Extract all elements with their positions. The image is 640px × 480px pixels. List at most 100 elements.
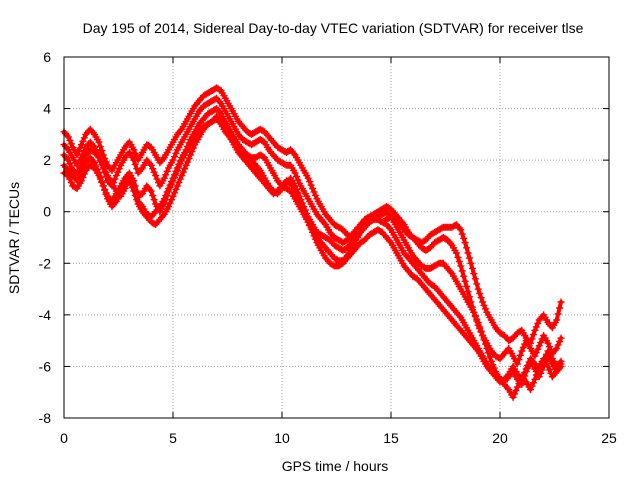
x-tick-label: 15 [383, 430, 399, 446]
data-point-marker [463, 244, 471, 252]
data-point-marker [176, 157, 184, 165]
data-point-marker [455, 258, 463, 266]
data-point-marker [513, 360, 521, 368]
data-point-marker [64, 133, 72, 141]
data-point-marker [95, 169, 103, 177]
data-point-marker [91, 159, 98, 167]
chart-title: Day 195 of 2014, Sidereal Day-to-day VTE… [83, 20, 584, 36]
data-point-marker [309, 228, 316, 236]
data-point-marker [307, 181, 315, 189]
x-tick-label: 10 [274, 430, 290, 446]
data-point-marker [531, 375, 539, 383]
data-point-marker [470, 270, 478, 278]
data-point-marker [128, 184, 136, 192]
data-point-marker [149, 191, 157, 199]
data-point-marker [532, 323, 540, 331]
data-point-marker [557, 334, 565, 342]
data-point-marker [178, 172, 186, 180]
data-point-marker [529, 331, 537, 339]
data-point-marker [98, 178, 106, 186]
data-point-marker [554, 341, 562, 349]
data-point-marker [534, 345, 542, 353]
data-point-marker [98, 158, 106, 166]
data-point-marker [553, 344, 561, 352]
data-point-marker [531, 326, 539, 334]
y-tick-label: -6 [39, 358, 52, 374]
data-point-marker [304, 174, 312, 182]
data-point-marker [529, 379, 537, 387]
data-point-marker [98, 147, 106, 155]
data-point-marker [182, 161, 190, 169]
data-point-marker [511, 390, 518, 398]
data-point-marker [294, 194, 302, 202]
data-point-marker [95, 138, 103, 146]
data-point-marker [93, 166, 101, 174]
data-point-marker [179, 168, 187, 176]
data-point-marker [171, 153, 178, 161]
data-point-marker [130, 187, 138, 195]
data-point-marker [176, 175, 184, 183]
data-point-marker [102, 191, 110, 198]
data-point-marker [553, 316, 561, 324]
data-point-marker [531, 352, 539, 360]
data-point-marker [184, 142, 191, 150]
data-point-marker [512, 387, 520, 394]
data-point-marker [291, 187, 299, 195]
data-point-marker [479, 332, 487, 339]
data-point-marker [76, 144, 84, 152]
data-point-marker [131, 149, 139, 157]
data-point-marker [96, 173, 104, 181]
data-point-marker [545, 343, 553, 351]
data-point-marker [189, 144, 197, 152]
data-point-marker [518, 347, 526, 355]
data-point-marker [476, 323, 484, 331]
data-point-marker [163, 188, 171, 196]
data-point-marker [149, 165, 157, 173]
data-point-marker [125, 177, 133, 185]
data-point-marker [67, 179, 75, 186]
data-point-marker [460, 272, 468, 280]
data-point-marker [79, 150, 87, 158]
y-tick-label: 0 [43, 204, 51, 220]
data-point-marker [150, 168, 158, 176]
series-track-e [60, 112, 565, 386]
data-point-marker [528, 382, 536, 390]
data-point-marker [454, 253, 462, 261]
data-point-marker [173, 164, 181, 172]
data-point-marker [535, 368, 543, 376]
data-point-marker [460, 234, 468, 242]
data-point-marker [131, 160, 139, 168]
data-point-marker [310, 232, 318, 240]
data-point-marker [464, 249, 472, 257]
data-point-marker [486, 353, 494, 361]
data-point-marker [295, 197, 303, 205]
data-point-marker [172, 185, 180, 193]
data-point-marker [80, 134, 88, 142]
data-point-marker [153, 175, 161, 183]
data-point-marker [95, 151, 103, 159]
data-point-marker [185, 139, 193, 147]
data-point-marker [540, 357, 548, 365]
data-point-marker [184, 158, 191, 166]
data-point-marker [66, 136, 74, 144]
data-point-marker [468, 264, 476, 272]
data-point-marker [466, 254, 473, 262]
data-point-marker [294, 176, 302, 184]
plot-frame [63, 56, 610, 419]
data-point-marker [147, 161, 155, 169]
data-point-marker [473, 280, 481, 288]
data-point-marker [554, 310, 562, 318]
data-point-marker [306, 222, 314, 229]
data-point-marker [168, 196, 175, 204]
data-point-marker [515, 356, 523, 364]
data-point-marker [537, 338, 545, 346]
data-point-marker [77, 141, 85, 149]
data-point-marker [297, 201, 305, 209]
data-point-marker [482, 340, 489, 348]
data-point-marker [101, 165, 109, 173]
data-point-marker [75, 148, 82, 155]
data-point-marker [67, 140, 75, 148]
data-point-marker [101, 186, 109, 194]
data-point-marker [477, 327, 485, 335]
marks-layer [60, 84, 565, 401]
